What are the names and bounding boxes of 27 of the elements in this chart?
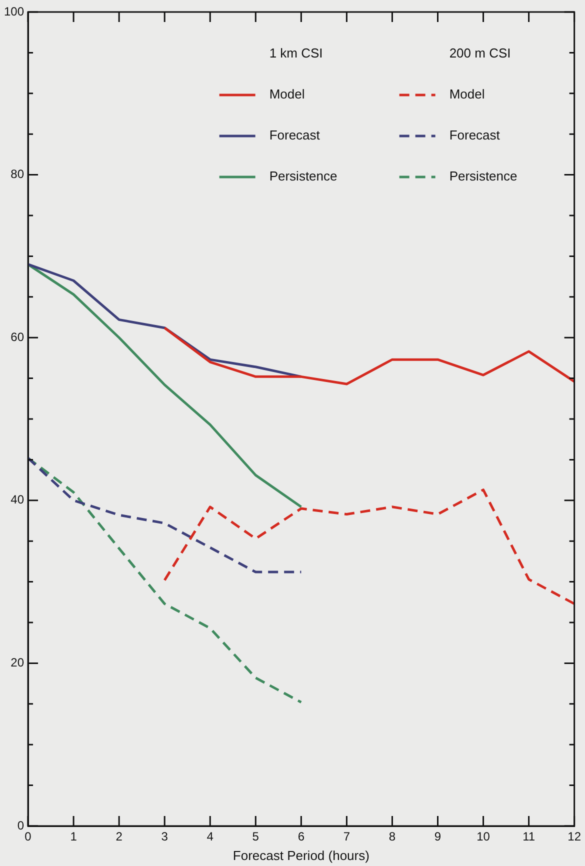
y-tick-label: 20 <box>10 656 24 670</box>
annotation: 200 m CSI <box>449 46 511 61</box>
y-tick-label: 100 <box>4 4 24 18</box>
legend-label: Model <box>449 86 485 102</box>
y-tick-label: 0 <box>17 818 24 832</box>
legend-label: Persistence <box>449 168 518 184</box>
x-tick-label: 8 <box>388 830 396 844</box>
x-tick-label: 5 <box>252 830 260 844</box>
y-tick-label: 80 <box>10 167 24 182</box>
x-tick-label: 9 <box>434 830 442 844</box>
annotation: 1 km CSI <box>269 46 323 61</box>
legend-label: Forecast <box>449 128 500 143</box>
legend-label: Model <box>269 86 305 102</box>
x-tick-label: 2 <box>116 830 123 844</box>
y-tick-label: 60 <box>10 330 24 344</box>
x-tick-label: 12 <box>568 830 582 844</box>
x-tick-label: 6 <box>298 830 305 844</box>
x-tick-label: 11 <box>522 830 536 844</box>
x-tick-label: 3 <box>161 830 168 844</box>
legend-label: Forecast <box>269 128 320 143</box>
x-tick-label: 10 <box>476 830 490 844</box>
x-tick-label: 1 <box>70 830 78 844</box>
x-tick-label: 7 <box>343 830 350 844</box>
x-tick-label: 4 <box>206 830 214 844</box>
x-axis-title: Forecast Period (hours) <box>232 848 370 863</box>
y-tick-label: 40 <box>10 492 24 507</box>
legend-label: Persistence <box>269 168 338 184</box>
